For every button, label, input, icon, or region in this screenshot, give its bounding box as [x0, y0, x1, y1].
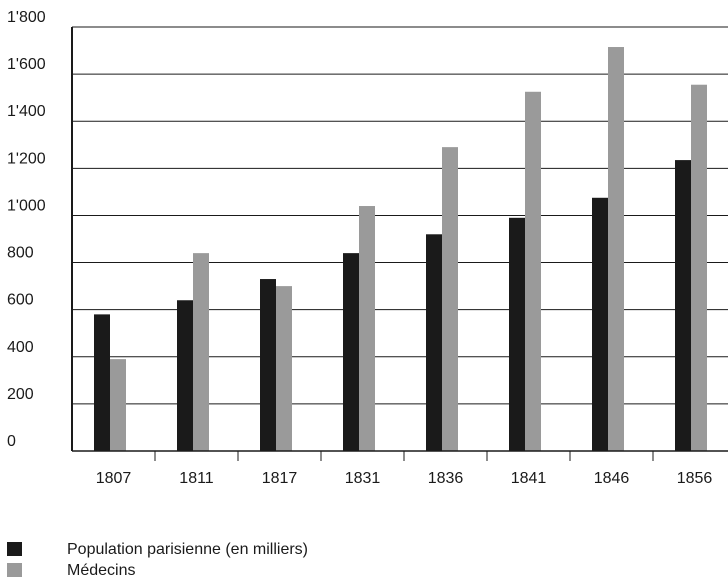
- x-tick-label: 1811: [179, 470, 214, 487]
- bar-medecins-1817: [276, 286, 292, 451]
- bar-population-1807: [94, 314, 110, 451]
- bar-medecins-1846: [608, 47, 624, 452]
- y-tick-label: 400: [7, 339, 34, 356]
- x-tick-label: 1807: [96, 470, 132, 487]
- bar-medecins-1856: [691, 84, 707, 451]
- x-tick-label: 1817: [262, 470, 298, 487]
- x-axis-tick-labels: 1807 1811 1817 1831 1836 1841 1846 1856: [96, 451, 713, 487]
- bar-population-1841: [509, 217, 525, 451]
- bar-population-1831: [343, 253, 359, 451]
- bar-population-1817: [260, 279, 276, 451]
- y-tick-label: 200: [7, 386, 34, 403]
- y-tick-label: 0: [7, 433, 16, 450]
- y-axis-tick-labels: 0 200 400 600 800 1'000 1'200 1'400 1'600 1'800: [7, 9, 46, 450]
- x-tick-label: 1836: [428, 470, 464, 487]
- bar-medecins-1807: [110, 359, 126, 451]
- y-tick-label: 1'200: [7, 150, 46, 167]
- y-tick-label: 1'600: [7, 56, 46, 73]
- x-tick-label: 1856: [677, 470, 713, 487]
- x-tick-label: 1846: [594, 470, 630, 487]
- y-tick-label: 600: [7, 292, 34, 309]
- x-tick-label: 1831: [345, 470, 381, 487]
- bar-population-1846: [592, 197, 608, 451]
- y-tick-label: 1'000: [7, 197, 46, 214]
- y-tick-label: 1'800: [7, 9, 46, 26]
- bar-medecins-1841: [525, 91, 541, 452]
- bar-population-1856: [675, 160, 691, 452]
- bar-medecins-1831: [359, 206, 375, 451]
- bar-medecins-1811: [193, 253, 209, 451]
- axes: [71, 27, 728, 452]
- bar-population-1811: [177, 300, 193, 451]
- bars: [94, 47, 707, 452]
- y-tick-label: 1'400: [7, 103, 46, 120]
- y-tick-label: 800: [7, 245, 34, 262]
- bar-medecins-1836: [442, 147, 458, 451]
- bar-population-1836: [426, 234, 442, 451]
- x-tick-label: 1841: [511, 470, 547, 487]
- grid-lines: [72, 26, 728, 405]
